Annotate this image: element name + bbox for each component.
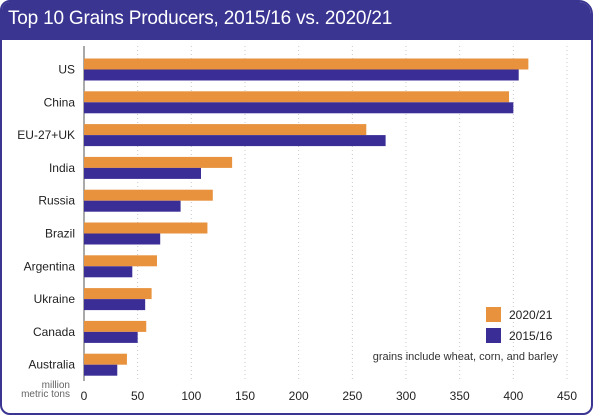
bar-2020-21 [84,288,152,300]
bar-2015-16 [84,364,118,376]
bar-2015-16 [84,266,133,278]
x-tick-label: 450 [557,389,577,403]
bar-2020-21 [84,320,147,332]
category-label: China [44,95,76,109]
x-tick-label: 400 [503,389,523,403]
x-tick-label: 0 [81,389,88,403]
x-axis-unit-label: metric tons [21,389,70,400]
category-label: EU-27+UK [17,128,75,142]
x-tick-label: 250 [342,389,362,403]
title-bar: Top 10 Grains Producers, 2015/16 vs. 202… [2,2,591,40]
x-tick-label: 200 [289,389,309,403]
bar-2020-21 [84,58,529,70]
category-label: India [49,161,75,175]
category-label: Australia [28,358,75,372]
bar-2015-16 [84,167,201,179]
category-label: Russia [38,194,75,208]
x-tick-label: 350 [450,389,470,403]
chart-title: Top 10 Grains Producers, 2015/16 vs. 202… [8,8,393,29]
bar-2020-21 [84,124,367,136]
x-tick-label: 50 [131,389,145,403]
bar-2015-16 [84,69,519,81]
bar-2015-16 [84,135,386,147]
legend-swatch [486,328,501,343]
bar-2015-16 [84,102,514,114]
category-label: Argentina [24,259,76,273]
bar-2020-21 [84,255,157,267]
category-label: Ukraine [34,292,76,306]
x-axis-unit-label: million [42,380,70,391]
bar-2020-21 [84,156,233,168]
legend-swatch [486,307,501,322]
bar-2015-16 [84,299,146,311]
bar-2015-16 [84,200,181,212]
category-label: Brazil [45,227,75,241]
category-label: US [58,63,75,77]
bar-2020-21 [84,91,510,103]
legend-label: 2020/21 [509,308,553,322]
x-tick-label: 300 [396,389,416,403]
category-label: Canada [33,325,75,339]
bar-2015-16 [84,233,161,245]
x-tick-label: 150 [235,389,255,403]
chart-note: grains include wheat, corn, and barley [373,351,559,363]
bar-2020-21 [84,222,208,234]
legend-label: 2015/16 [509,329,553,343]
bar-2020-21 [84,189,213,201]
bar-2020-21 [84,353,127,365]
x-tick-label: 100 [181,389,201,403]
bar-2015-16 [84,331,138,343]
